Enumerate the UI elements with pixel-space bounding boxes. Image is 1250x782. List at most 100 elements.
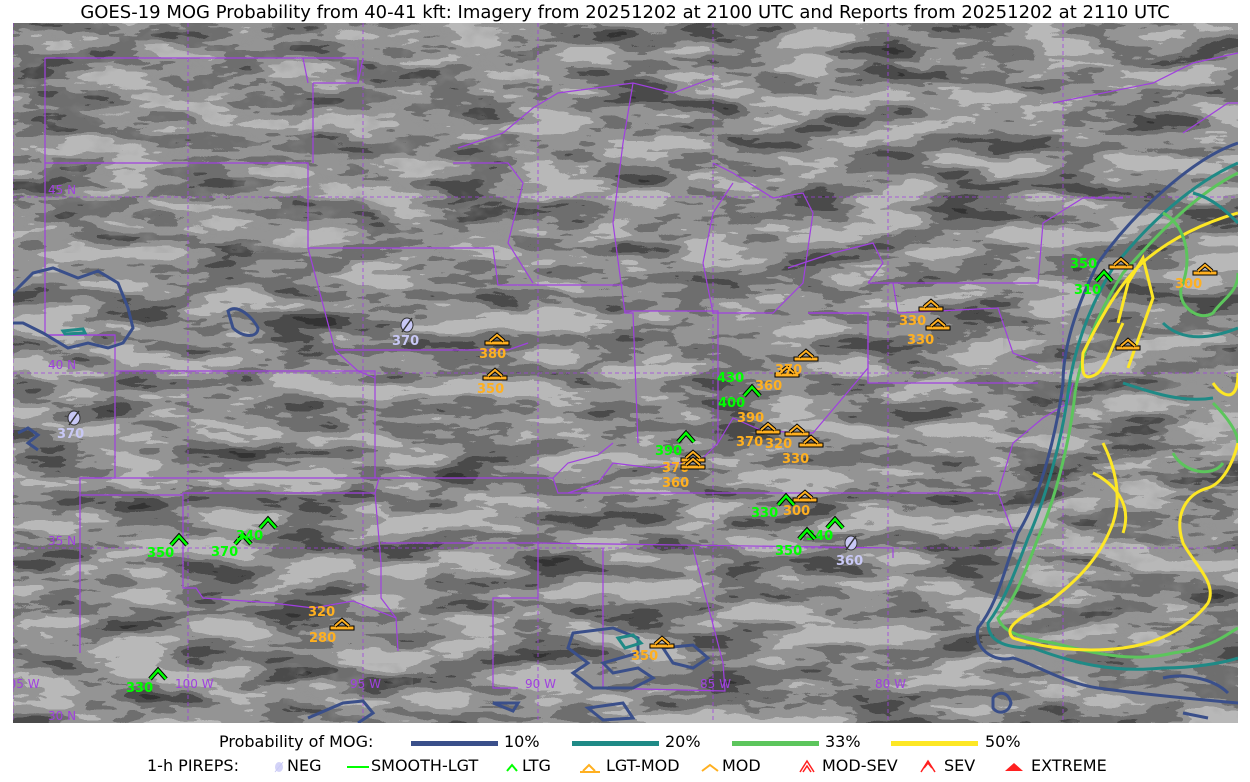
contour-10pct <box>307 699 376 723</box>
pirep-flight-level: 370 <box>775 363 802 378</box>
neg-icon <box>274 761 284 773</box>
ltg-caret-icon <box>169 532 189 547</box>
contour-33pct <box>1162 211 1238 318</box>
lgt-mod-caret-bar-icon <box>774 364 800 378</box>
pirep-legend-title: 1-h PIREPS: <box>147 756 239 775</box>
lgt-mod-caret-bar-icon <box>1192 262 1218 276</box>
legend-mod-label: MOD <box>722 756 761 775</box>
lgt-mod-caret-bar-icon <box>793 348 819 362</box>
legend-mod-sev-label: MOD-SEV <box>822 756 898 775</box>
pirep-flight-level: 300 <box>783 504 810 519</box>
lon-label: 100 W <box>175 677 214 691</box>
ltg-caret-icon <box>776 492 796 507</box>
lgt-mod-caret-bar-icon <box>1115 337 1141 351</box>
pirep-ltg: 370 <box>211 531 253 560</box>
contour-33pct <box>996 171 1238 659</box>
lgt-mod-caret-bar-icon <box>580 763 600 773</box>
ltg-caret-icon <box>676 429 696 444</box>
lgt-mod-caret-bar-icon <box>918 298 944 312</box>
lgt-mod-caret-bar-icon <box>755 421 781 435</box>
legend-20-swatch <box>572 741 659 746</box>
contour-10pct <box>226 307 260 337</box>
pirep-flight-level: 350 <box>147 546 174 561</box>
pirep-lgt-mod: 330 <box>899 298 944 329</box>
pirep-neg: 360 <box>836 535 863 569</box>
lgt-mod-caret-bar-icon <box>1108 256 1134 270</box>
lgt-mod-caret-bar-icon <box>792 489 818 503</box>
state-border <box>307 247 529 379</box>
pirep-flight-level: 320 <box>765 437 792 452</box>
neg-icon <box>844 535 858 551</box>
lat-lon-labels: 45 N 40 N 35 N 30 N 105 W 100 W 95 W 90 W 85 W 80… <box>13 183 906 723</box>
satellite-map: 45 N 40 N 35 N 30 N 105 W 100 W 95 W 90 W 85 W 80… <box>13 23 1238 723</box>
pirep-ltg: 350 310 <box>1070 257 1114 298</box>
lgt-mod-caret-bar-icon <box>925 317 951 331</box>
pirep-lgt-mod: 380 <box>479 332 510 362</box>
lon-label: 105 W <box>13 677 40 691</box>
pirep-flight-level: 430 <box>717 371 744 386</box>
lgt-mod-caret-bar-icon <box>798 434 824 448</box>
pirep-neg: 370 <box>392 317 419 349</box>
lat-label: 35 N <box>48 534 76 548</box>
extreme-triangle-icon <box>1005 763 1023 771</box>
lgt-mod-caret-bar-icon <box>484 332 510 346</box>
legend-neg-label: NEG <box>287 756 322 775</box>
pirep-ltg: 430 400 <box>717 371 762 411</box>
pirep-ltg: 390 <box>655 429 696 459</box>
pirep-flight-level: 370 <box>736 435 763 450</box>
pirep-flight-level: 350 <box>477 382 504 397</box>
pirep-lgt-mod: 330 <box>907 317 951 348</box>
state-border <box>45 334 376 479</box>
pirep-flight-level: 360 <box>662 476 689 491</box>
state-border <box>375 442 998 494</box>
ltg-caret-icon <box>506 763 518 772</box>
lgt-mod-caret-bar-icon <box>329 617 355 631</box>
state-border <box>787 242 884 284</box>
pirep-flight-level: 280 <box>309 631 336 646</box>
map-title: GOES-19 MOG Probability from 40-41 kft: … <box>80 2 1170 23</box>
state-border <box>453 162 534 284</box>
contour-10pct <box>13 266 135 350</box>
pirep-flight-level: 330 <box>907 333 934 348</box>
contour-10pct <box>1162 674 1230 720</box>
state-border <box>997 382 1074 534</box>
ltg-caret-icon <box>797 526 817 541</box>
lon-label: 80 W <box>875 677 906 691</box>
state-borders <box>44 52 1238 692</box>
pirep-flight-level: 300 <box>1175 277 1202 292</box>
lon-label: 95 W <box>350 677 381 691</box>
pirep-neg: 370 <box>57 410 84 442</box>
pirep-lgt-mod <box>1108 256 1134 270</box>
contour-50pct <box>1092 372 1238 534</box>
pirep-lgt-mod: 370 <box>774 363 802 378</box>
contour-20pct <box>1122 191 1238 401</box>
lat-label: 30 N <box>48 709 76 723</box>
pirep-flight-level: 360 <box>755 379 782 394</box>
legend-10-label: 10% <box>504 732 540 751</box>
legend-20-label: 20% <box>665 732 701 751</box>
legend-50-swatch <box>891 741 978 746</box>
pirep-lgt-mod <box>793 348 819 362</box>
pirep-flight-level: 370 <box>57 427 84 442</box>
legend-lgt-mod-label: LGT-MOD <box>606 756 680 775</box>
pirep-flight-level: 390 <box>655 444 682 459</box>
lon-label: 85 W <box>700 677 731 691</box>
pirep-ltg: 350 <box>775 526 817 559</box>
contour-20pct <box>615 633 644 650</box>
state-border <box>892 282 1039 364</box>
state-border <box>457 77 714 444</box>
mod-sev-double-caret-icon <box>799 759 815 773</box>
pirep-ltg: 340 <box>236 515 278 544</box>
pirep-flight-level: 310 <box>1074 283 1101 298</box>
pirep-lgt-mod: 360 <box>662 456 706 491</box>
pirep-ltg: 350 <box>147 532 189 561</box>
contour-10pct <box>660 643 711 670</box>
mod-caret-icon <box>701 763 719 772</box>
pirep-lgt-mod: 330 <box>782 434 824 467</box>
contour-20pct <box>60 327 88 336</box>
legend-ltg-label: LTG <box>522 756 551 775</box>
pirep-flight-level: 340 <box>236 529 263 544</box>
pirep-lgt-mod: 320 280 <box>308 605 355 646</box>
pirep-lgt-mod: 300 <box>783 489 818 519</box>
